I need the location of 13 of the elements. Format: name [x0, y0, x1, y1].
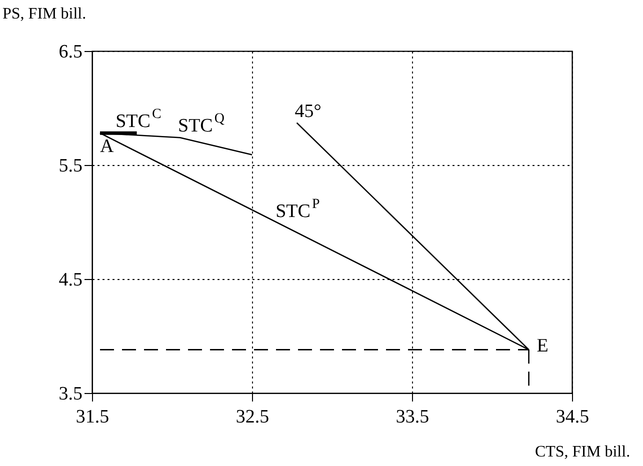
- x-tick-label: 34.5: [556, 406, 590, 428]
- x-tick-label: 31.5: [76, 406, 110, 428]
- y-tick-label: 3.5: [58, 384, 82, 404]
- y-tick-label: 6.5: [58, 42, 82, 62]
- y-axis-title: PS, FIM bill.: [2, 6, 86, 22]
- y-tick-label: 5.5: [58, 156, 82, 176]
- y-tick-label: 4.5: [58, 270, 82, 290]
- x-tick-label: 33.5: [396, 406, 430, 428]
- annotation: 45°: [294, 100, 322, 122]
- x-axis-title: CTS, FIM bill.: [534, 444, 630, 460]
- annotation: A: [100, 136, 114, 158]
- annotation: E: [536, 336, 548, 357]
- x-tick-label: 32.5: [236, 406, 270, 428]
